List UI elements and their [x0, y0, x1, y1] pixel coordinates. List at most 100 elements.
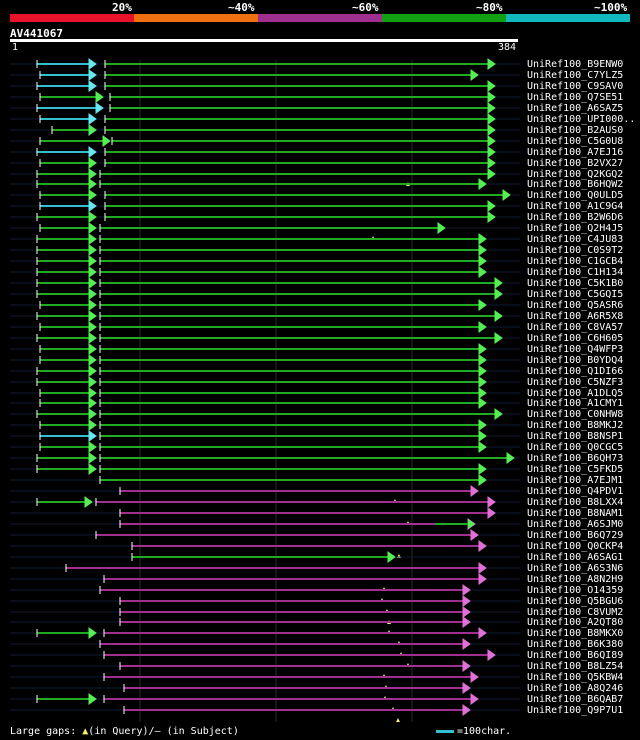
hit-label[interactable]: UniRef100_C5G0U8	[527, 136, 624, 147]
hit-segment-arrowhead	[487, 102, 496, 114]
hit-segment-arrowhead	[487, 58, 496, 70]
hit-label[interactable]: UniRef100_C9SAV0	[527, 81, 624, 92]
hit-label[interactable]: UniRef100_Q5KBW4	[527, 672, 624, 683]
hit-prefix-segment-arrowhead	[88, 408, 97, 420]
hit-label[interactable]: UniRef100_B2AUS0	[527, 125, 624, 136]
hit-label[interactable]: UniRef100_Q5BGU6	[527, 596, 624, 607]
hit-label[interactable]: UniRef100_B6HQW2	[527, 179, 624, 190]
hit-label[interactable]: UniRef100_A7EJM1	[527, 475, 624, 486]
hit-label[interactable]: UniRef100_A6SAG1	[527, 552, 624, 563]
hit-segment-arrowhead	[487, 649, 496, 661]
hit-label[interactable]: UniRef100_C8VA57	[527, 322, 624, 333]
legend-segment-80	[382, 14, 506, 22]
hit-label[interactable]: UniRef100_A2QT80	[527, 617, 624, 628]
hit-label[interactable]: UniRef100_B8NAM1	[527, 508, 624, 519]
hit-label[interactable]: UniRef100_B6QH73	[527, 453, 624, 464]
hit-segment-arrowhead	[487, 146, 496, 158]
hit-segment-arrowhead	[487, 157, 496, 169]
hit-label[interactable]: UniRef100_A8Q246	[527, 683, 624, 694]
hit-label[interactable]: UniRef100_Q4WFP3	[527, 344, 624, 355]
hit-label[interactable]: UniRef100_A6R5X8	[527, 311, 624, 322]
hit-segment-arrowhead	[470, 485, 479, 497]
legend-segment-40	[134, 14, 258, 22]
hit-prefix-segment-arrowhead	[95, 91, 104, 103]
hit-label[interactable]: UniRef100_B8MKJ2	[527, 420, 624, 431]
hit-label[interactable]: UniRef100_Q0CKP4	[527, 541, 624, 552]
hit-prefix-segment-arrowhead	[88, 288, 97, 300]
hit-label[interactable]: UniRef100_B8LXX4	[527, 497, 624, 508]
hit-segment-arrowhead	[487, 507, 496, 519]
hit-label[interactable]: UniRef100_Q2H4J5	[527, 223, 624, 234]
hit-segment-arrowhead	[478, 299, 487, 311]
hit-prefix-segment-arrowhead	[88, 321, 97, 333]
hit-label[interactable]: UniRef100_C0S9T2	[527, 245, 624, 256]
hit-label[interactable]: UniRef100_B8MKX0	[527, 628, 624, 639]
hit-label[interactable]: UniRef100_UPI000..	[527, 114, 636, 125]
hit-label[interactable]: UniRef100_Q5ASR6	[527, 300, 624, 311]
hit-prefix-segment-arrowhead	[88, 146, 97, 158]
hit-label[interactable]: UniRef100_B6QI89	[527, 650, 624, 661]
hit-label[interactable]: UniRef100_B8LZ54	[527, 661, 624, 672]
query-gap-marker-icon	[396, 718, 400, 722]
query-title: AV441067	[10, 27, 63, 40]
hit-label[interactable]: UniRef100_C5FKD5	[527, 464, 624, 475]
legend-label-80: ~80%	[476, 1, 503, 14]
hit-segment-arrowhead	[462, 616, 471, 628]
hit-label[interactable]: UniRef100_Q9P7U1	[527, 705, 624, 716]
hit-label[interactable]: UniRef100_Q1DI66	[527, 366, 624, 377]
hit-prefix-segment-arrowhead	[88, 178, 97, 190]
hit-label[interactable]: UniRef100_C1H134	[527, 267, 624, 278]
hit-segment-arrowhead	[494, 277, 503, 289]
hit-label[interactable]: UniRef100_B0YDQ4	[527, 355, 624, 366]
hit-label[interactable]: UniRef100_A1DLQ5	[527, 388, 624, 399]
query-scale: 1 384	[10, 39, 518, 53]
hit-label[interactable]: UniRef100_C1GCB4	[527, 256, 624, 267]
hit-prefix-segment-arrowhead	[88, 310, 97, 322]
hit-label[interactable]: UniRef100_C0NHW8	[527, 409, 624, 420]
hit-label[interactable]: UniRef100_A1C9G4	[527, 201, 624, 212]
hit-segment-arrowhead	[462, 704, 471, 716]
hit-label[interactable]: UniRef100_B8NSP1	[527, 431, 624, 442]
hit-segment-arrowhead	[478, 562, 487, 574]
hit-label[interactable]: UniRef100_A6SAZ5	[527, 103, 624, 114]
hit-prefix-segment-arrowhead	[88, 244, 97, 256]
hit-label[interactable]: UniRef100_B6QAB7	[527, 694, 624, 705]
hit-label[interactable]: UniRef100_Q0CGC5	[527, 442, 624, 453]
hit-label[interactable]: UniRef100_B2W6D6	[527, 212, 624, 223]
hit-label[interactable]: UniRef100_A1CMY1	[527, 398, 624, 409]
hit-segment-arrowhead	[478, 397, 487, 409]
hit-label[interactable]: UniRef100_A6S3N6	[527, 563, 624, 574]
hit-prefix-segment-arrowhead	[88, 387, 97, 399]
hit-label[interactable]: UniRef100_Q0ULD5	[527, 190, 624, 201]
hit-label[interactable]: UniRef100_A8N2H9	[527, 574, 624, 585]
hit-prefix-segment-arrowhead	[88, 441, 97, 453]
hit-segment-arrowhead	[494, 310, 503, 322]
legend-segment-20	[10, 14, 134, 22]
hit-label[interactable]: UniRef100_C8VUM2	[527, 607, 624, 618]
hit-segment-arrowhead	[462, 638, 471, 650]
hit-label[interactable]: UniRef100_C5NZF3	[527, 377, 624, 388]
hit-segment-arrowhead	[478, 321, 487, 333]
hit-label[interactable]: UniRef100_C7YLZ5	[527, 70, 624, 81]
hit-label[interactable]: UniRef100_C5GQI5	[527, 289, 624, 300]
hit-label[interactable]: UniRef100_O14359	[527, 585, 624, 596]
hit-segment-arrowhead	[478, 365, 487, 377]
hit-label[interactable]: UniRef100_B2VX27	[527, 158, 624, 169]
scale-legend-text: =100char.	[457, 726, 512, 737]
hit-segment-arrowhead	[487, 91, 496, 103]
hit-label[interactable]: UniRef100_C5K1B0	[527, 278, 624, 289]
hit-label[interactable]: UniRef100_B9ENW0	[527, 59, 624, 70]
hit-label[interactable]: UniRef100_C6H605	[527, 333, 624, 344]
hit-label[interactable]: UniRef100_A7EJ16	[527, 147, 624, 158]
hit-segment-arrowhead	[478, 376, 487, 388]
hit-label[interactable]: UniRef100_B6Q729	[527, 530, 624, 541]
hit-label[interactable]: UniRef100_B6K380	[527, 639, 624, 650]
hit-label[interactable]: UniRef100_Q2KGQ2	[527, 169, 624, 180]
hit-segment-arrowhead	[494, 408, 503, 420]
hit-label[interactable]: UniRef100_A6SJM0	[527, 519, 624, 530]
hit-label[interactable]: UniRef100_Q4PDV1	[527, 486, 624, 497]
hit-segment-arrowhead	[487, 496, 496, 508]
query-scale-start: 1	[12, 42, 19, 53]
hit-label[interactable]: UniRef100_C4JU83	[527, 234, 624, 245]
hit-label[interactable]: UniRef100_Q7SE51	[527, 92, 624, 103]
